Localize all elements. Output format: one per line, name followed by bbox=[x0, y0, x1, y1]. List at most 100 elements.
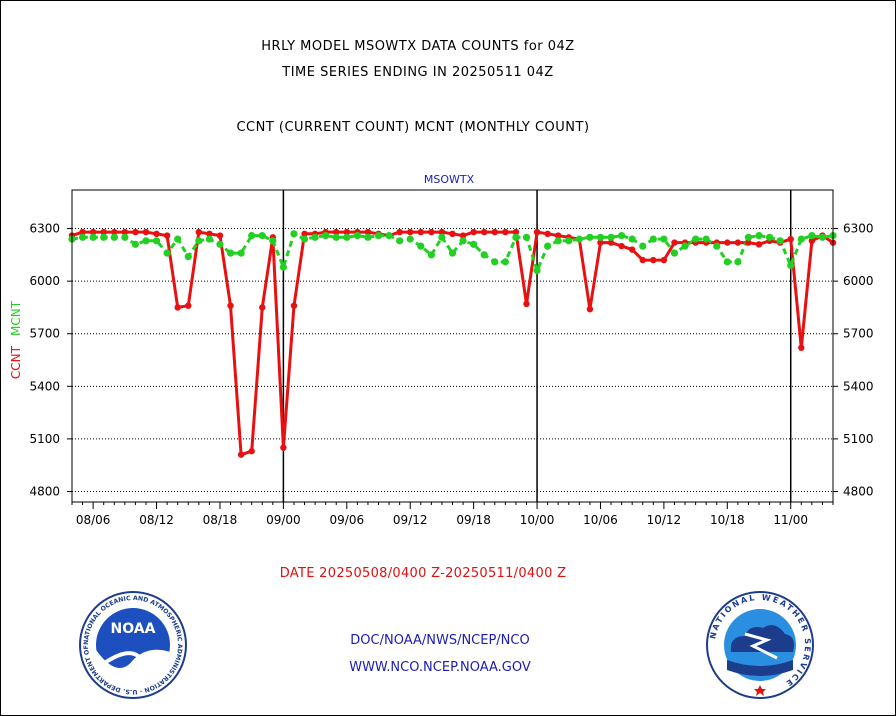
data-point-mcnt bbox=[163, 249, 171, 257]
data-point-mcnt bbox=[226, 249, 235, 257]
x-tick-label: 09/12 bbox=[393, 513, 428, 527]
data-point-ccnt bbox=[121, 228, 129, 236]
data-point-mcnt bbox=[808, 231, 816, 240]
data-point-mcnt bbox=[374, 231, 383, 240]
data-point-ccnt bbox=[808, 237, 816, 245]
data-point-mcnt bbox=[596, 233, 605, 241]
data-point-ccnt bbox=[607, 239, 615, 246]
y-tick-label-left: 4800 bbox=[29, 484, 60, 498]
series-lines bbox=[71, 230, 834, 457]
y-tick-label-right: 5700 bbox=[843, 327, 874, 341]
data-point-ccnt bbox=[628, 246, 636, 253]
data-point-ccnt bbox=[650, 256, 657, 264]
chart-subtitle: TIME SERIES ENDING IN 20250511 04Z bbox=[282, 65, 554, 80]
data-point-mcnt bbox=[755, 231, 763, 240]
x-tick-label: 09/18 bbox=[456, 513, 491, 527]
data-point-mcnt bbox=[364, 233, 372, 241]
y-tick-label-left: 6000 bbox=[29, 274, 60, 288]
chart-title: HRLY MODEL MSOWTX DATA COUNTS for 04Z bbox=[261, 39, 575, 54]
data-point-mcnt bbox=[142, 237, 150, 245]
data-point-mcnt bbox=[501, 258, 509, 266]
data-point-mcnt bbox=[110, 233, 118, 241]
station-label: MSOWTX bbox=[423, 173, 475, 186]
x-tick-label: 08/12 bbox=[139, 513, 174, 527]
data-point-mcnt bbox=[512, 233, 520, 241]
data-point-ccnt bbox=[512, 228, 520, 236]
data-point-mcnt bbox=[100, 233, 108, 241]
x-tick-label: 08/18 bbox=[203, 513, 238, 527]
data-point-ccnt bbox=[417, 228, 424, 236]
data-point-ccnt bbox=[174, 304, 181, 311]
x-tick-label: 11/00 bbox=[773, 513, 808, 527]
y-tick-label-left: 5100 bbox=[29, 432, 60, 446]
data-point-mcnt bbox=[385, 231, 393, 240]
data-point-mcnt bbox=[818, 233, 827, 241]
data-point-ccnt bbox=[734, 239, 742, 246]
data-point-ccnt bbox=[248, 447, 255, 455]
data-point-ccnt bbox=[470, 228, 477, 236]
data-point-ccnt bbox=[206, 230, 213, 238]
data-point-mcnt bbox=[89, 233, 97, 241]
data-point-mcnt bbox=[396, 237, 404, 245]
data-point-mcnt bbox=[406, 235, 414, 243]
data-point-ccnt bbox=[481, 228, 488, 236]
x-tick-label: 10/12 bbox=[647, 513, 682, 527]
y-axis-left: 4800 5100 5400 5700 6000 6300 bbox=[29, 222, 72, 498]
data-point-mcnt bbox=[734, 258, 742, 266]
data-point-mcnt bbox=[575, 235, 583, 243]
data-point-ccnt bbox=[755, 241, 763, 248]
data-point-mcnt bbox=[681, 242, 689, 250]
data-point-mcnt bbox=[311, 233, 319, 241]
data-point-mcnt bbox=[522, 233, 531, 241]
date-range: DATE 20250508/0400 Z-20250511/0400 Z bbox=[279, 566, 567, 581]
series-points bbox=[68, 228, 837, 458]
data-point-ccnt bbox=[438, 228, 446, 236]
data-point-ccnt bbox=[163, 232, 171, 239]
y-tick-label-right: 4800 bbox=[843, 484, 874, 498]
data-point-mcnt bbox=[713, 242, 721, 250]
data-point-mcnt bbox=[332, 233, 340, 241]
x-axis: 08/06 08/12 08/18 09/00 09/06 09/12 09/18 10/00… bbox=[71, 502, 834, 527]
data-point-ccnt bbox=[364, 228, 372, 236]
data-point-mcnt bbox=[417, 242, 425, 250]
data-point-ccnt bbox=[618, 242, 625, 250]
org-path: DOC/NOAA/NWS/NCEP/NCO bbox=[350, 633, 530, 648]
data-point-mcnt bbox=[797, 235, 805, 243]
data-point-ccnt bbox=[745, 239, 752, 246]
data-point-ccnt bbox=[724, 239, 731, 246]
data-point-ccnt bbox=[237, 451, 245, 458]
data-point-ccnt bbox=[671, 239, 678, 246]
x-tick-label: 10/00 bbox=[520, 513, 555, 527]
data-point-mcnt bbox=[448, 249, 457, 257]
data-point-ccnt bbox=[216, 232, 224, 239]
data-point-mcnt bbox=[78, 233, 87, 241]
series-description: CCNT (CURRENT COUNT) MCNT (MONTHLY COUNT… bbox=[236, 120, 590, 135]
y-tick-label-left: 5400 bbox=[29, 379, 60, 393]
data-point-ccnt bbox=[153, 230, 160, 238]
data-point-ccnt bbox=[660, 256, 668, 264]
data-point-ccnt bbox=[89, 228, 97, 236]
grid-lines bbox=[72, 228, 833, 492]
data-point-ccnt bbox=[333, 228, 340, 236]
x-tick-label: 09/00 bbox=[266, 513, 301, 527]
data-point-mcnt bbox=[459, 237, 467, 245]
data-point-mcnt bbox=[438, 233, 446, 241]
data-point-mcnt bbox=[723, 258, 731, 266]
x-tick-label: 08/06 bbox=[76, 513, 111, 527]
data-point-mcnt bbox=[248, 231, 256, 240]
series-line-ccnt bbox=[71, 230, 834, 457]
data-point-mcnt bbox=[586, 233, 594, 241]
data-point-mcnt bbox=[174, 235, 182, 243]
data-point-mcnt bbox=[554, 237, 562, 245]
data-point-ccnt bbox=[79, 228, 86, 236]
data-point-ccnt bbox=[100, 228, 107, 236]
y-axis-right: 4800 5100 5400 5700 6000 6300 bbox=[833, 222, 874, 498]
data-point-mcnt bbox=[121, 233, 129, 241]
data-point-mcnt bbox=[195, 237, 203, 245]
data-point-ccnt bbox=[586, 305, 594, 313]
data-point-mcnt bbox=[776, 237, 784, 245]
data-point-mcnt bbox=[131, 240, 140, 248]
data-point-mcnt bbox=[343, 233, 351, 241]
data-point-mcnt bbox=[216, 240, 224, 248]
data-point-mcnt bbox=[470, 240, 478, 248]
